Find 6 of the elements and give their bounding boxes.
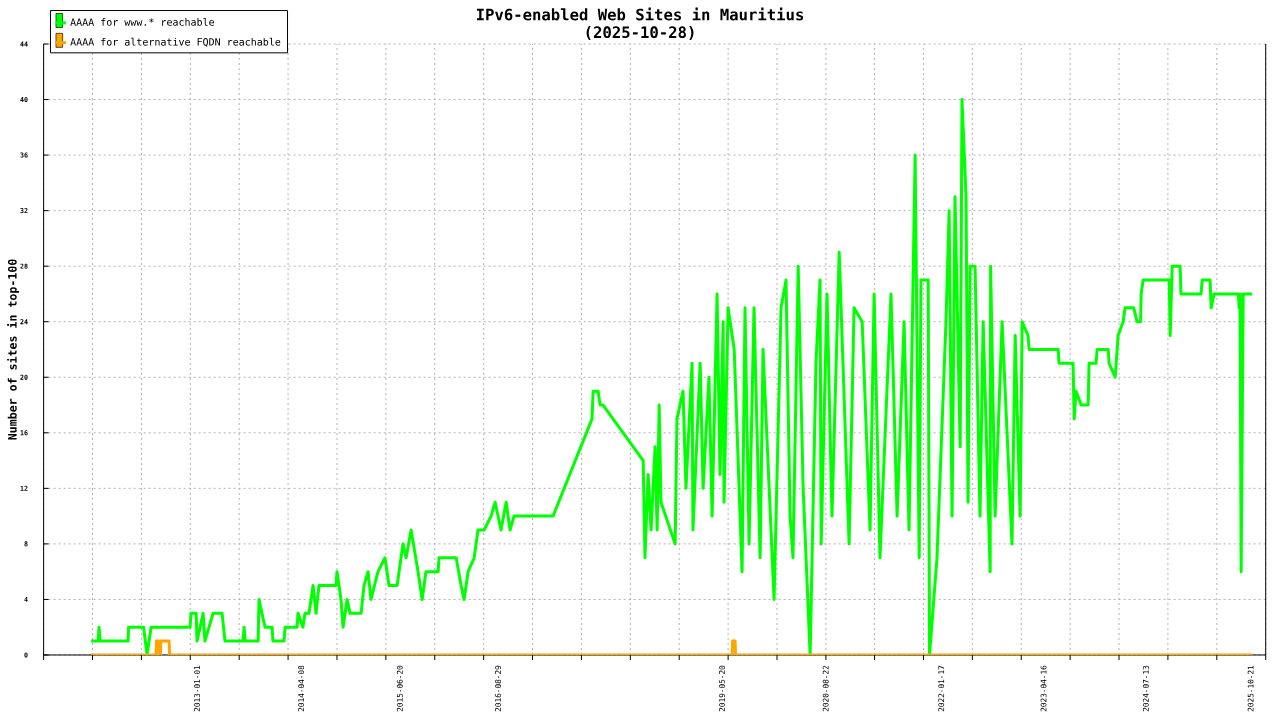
chart-subtitle: (2025-10-28) bbox=[586, 26, 694, 40]
y-axis-title: Number of sites in top-100 bbox=[7, 259, 19, 440]
legend-label: AAAA for www.* reachable bbox=[70, 18, 215, 26]
line-series bbox=[89, 98, 1254, 655]
chart-title: IPv6-enabled Web Sites in Mauritius bbox=[476, 7, 804, 21]
legend-label: AAAA for alternative FQDN reachable bbox=[70, 37, 281, 47]
